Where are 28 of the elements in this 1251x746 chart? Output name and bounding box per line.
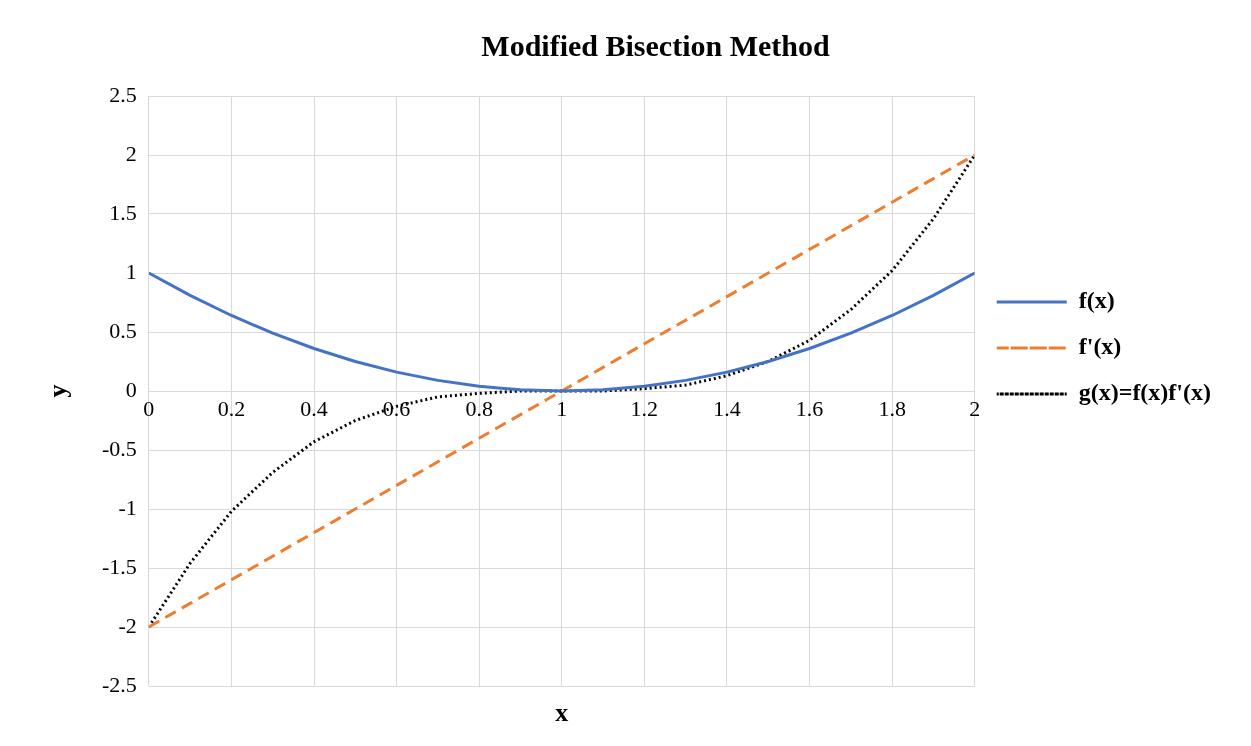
- chart-title: Modified Bisection Method: [481, 28, 830, 62]
- x-tick-label: 0.6: [382, 395, 411, 421]
- x-tick-label: 0.4: [300, 395, 328, 421]
- y-axis-title: y: [42, 384, 72, 398]
- x-axis-title: x: [555, 697, 569, 727]
- y-tick-label: 0.5: [109, 317, 137, 343]
- x-tick-label: 1.6: [795, 395, 824, 421]
- x-tick-label: 1.2: [630, 395, 659, 421]
- x-tick-label: 0.8: [465, 395, 493, 421]
- x-tick-label: 1.4: [713, 395, 741, 421]
- y-tick-label: 1: [125, 258, 137, 284]
- legend-label: g(x)=f(x)f'(x): [1078, 379, 1211, 406]
- y-tick-label: -2.5: [102, 671, 137, 697]
- x-tick-label: 2: [969, 395, 981, 421]
- legend-label: f'(x): [1078, 333, 1122, 360]
- y-tick-label: 2: [125, 140, 137, 166]
- y-tick-label: -1.5: [102, 553, 137, 579]
- y-tick-label: -1: [118, 494, 137, 520]
- x-tick-label: 1: [556, 395, 568, 421]
- y-tick-label: 2.5: [109, 81, 137, 107]
- x-tick-label: 0: [143, 395, 155, 421]
- x-tick-label: 0.2: [217, 395, 246, 421]
- legend-label: f(x): [1078, 287, 1115, 314]
- x-tick-label: 1.8: [878, 395, 906, 421]
- y-tick-label: -2: [118, 612, 137, 638]
- y-tick-label: -0.5: [102, 435, 137, 461]
- y-tick-label: 0: [125, 376, 137, 402]
- y-tick-label: 1.5: [109, 199, 137, 225]
